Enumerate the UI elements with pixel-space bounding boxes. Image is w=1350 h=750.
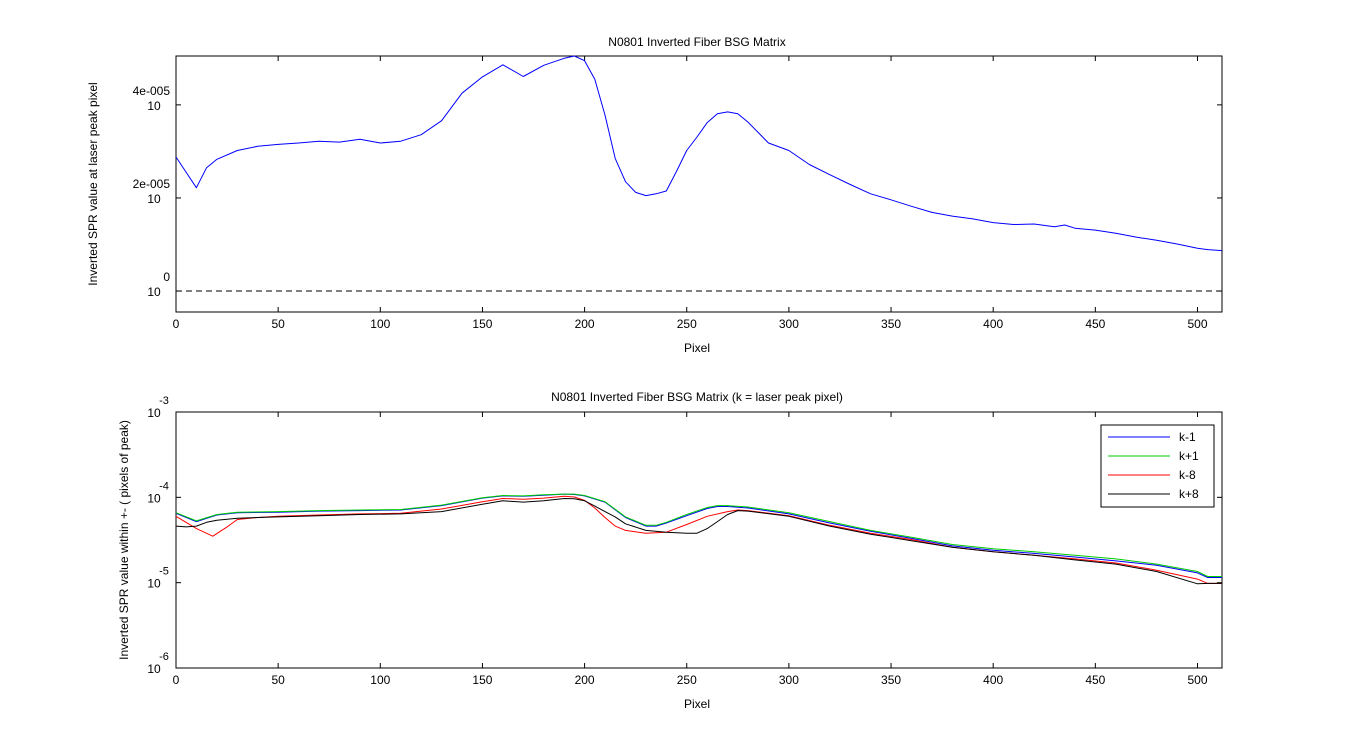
top-plot-axes — [175, 55, 1223, 313]
top-ytick-base: 10 — [147, 99, 161, 113]
top-xtick-label: 300 — [779, 317, 799, 331]
bottom-xtick-label: 50 — [271, 673, 285, 687]
top-xtick-label: 400 — [983, 317, 1003, 331]
top-ytick-base: 10 — [147, 285, 161, 299]
top-ytick-label: 2e-005 — [133, 177, 171, 191]
top-xtick-label: 0 — [173, 317, 180, 331]
top-plot-title: N0801 Inverted Fiber BSG Matrix — [608, 35, 785, 49]
bottom-plot-title: N0801 Inverted Fiber BSG Matrix (k = las… — [551, 390, 843, 404]
bottom-ytick-exponent: -4 — [159, 480, 169, 492]
legend-label-k-8: k-8 — [1179, 468, 1196, 482]
bottom-plot-ylabel: Inverted SPR value within +- ( pixels of… — [117, 420, 131, 660]
bottom-ytick-base: 10 — [147, 491, 161, 505]
bottom-xtick-label: 100 — [370, 673, 390, 687]
bottom-plot-axes — [175, 411, 1223, 669]
top-xtick-label: 100 — [370, 317, 390, 331]
bottom-plot-ticks: 0 50 100 150 200 250 300 350 400 450 50010-310-410… — [147, 395, 1222, 687]
top-series-line-1 — [175, 55, 1223, 252]
top-ytick-label: 4e-005 — [133, 84, 171, 98]
bottom-xtick-label: 500 — [1187, 673, 1207, 687]
bottom-xtick-label: 300 — [779, 673, 799, 687]
bottom-xtick-label: 150 — [472, 673, 492, 687]
bottom-ytick-base: 10 — [147, 662, 161, 676]
bottom-ytick-base: 10 — [147, 577, 161, 591]
bottom-series-line-k+1 — [175, 493, 1222, 577]
legend-label-k+1: k+1 — [1179, 449, 1199, 463]
top-xtick-label: 200 — [575, 317, 595, 331]
top-xtick-label: 500 — [1187, 317, 1207, 331]
top-xtick-label: 450 — [1085, 317, 1105, 331]
top-xtick-label: 350 — [881, 317, 901, 331]
bottom-series-line-k+8 — [175, 498, 1222, 585]
top-xtick-label: 50 — [271, 317, 285, 331]
bottom-plot-series — [175, 493, 1222, 585]
legend-box — [1100, 424, 1215, 508]
top-plot-ticks: 0 50 100 150 200 250 300 350 400 450 500100102e-00… — [133, 56, 1222, 331]
bottom-plot-legend: k-1 k+1 k-8 k+8 — [1100, 424, 1215, 508]
bottom-ytick-base: 10 — [147, 406, 161, 420]
top-xtick-label: 250 — [677, 317, 697, 331]
top-plot-xlabel: Pixel — [684, 341, 710, 355]
bottom-xtick-label: 250 — [677, 673, 697, 687]
bottom-ytick-exponent: -6 — [159, 651, 169, 663]
top-plot: N0801 Inverted Fiber BSG Matrix 0 50 100 15… — [86, 35, 1223, 355]
bottom-ytick-exponent: -5 — [159, 566, 169, 578]
bottom-ytick-exponent: -3 — [159, 395, 169, 407]
top-xtick-label: 150 — [472, 317, 492, 331]
top-plot-series — [175, 55, 1223, 252]
top-ytick-label: 0 — [163, 270, 170, 284]
bottom-xtick-label: 450 — [1085, 673, 1105, 687]
top-plot-ylabel: Inverted SPR value at laser peak pixel — [86, 82, 100, 285]
legend-label-k-1: k-1 — [1179, 430, 1196, 444]
bottom-xtick-label: 400 — [983, 673, 1003, 687]
bottom-xtick-label: 200 — [575, 673, 595, 687]
bottom-plot: N0801 Inverted Fiber BSG Matrix (k = las… — [117, 390, 1223, 711]
bottom-xtick-label: 350 — [881, 673, 901, 687]
bottom-plot-xlabel: Pixel — [684, 697, 710, 711]
bottom-series-line-k-1 — [175, 493, 1222, 578]
top-ytick-base: 10 — [147, 192, 161, 206]
bottom-xtick-label: 0 — [173, 673, 180, 687]
legend-label-k+8: k+8 — [1179, 487, 1199, 501]
